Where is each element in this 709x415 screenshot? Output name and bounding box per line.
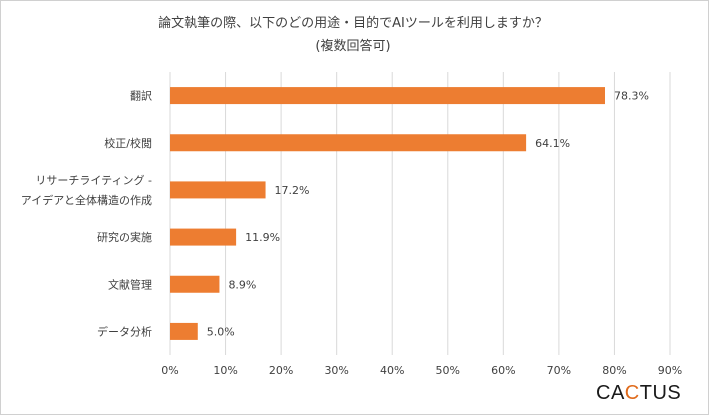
category-label-line: リサーチライティング -	[35, 173, 152, 187]
bar-1	[170, 134, 527, 152]
chart-subtitle: (複数回答可)	[315, 38, 390, 54]
category-label-line: 校正/校閲	[104, 136, 152, 150]
x-tick-label: 50%	[436, 364, 460, 377]
bar-3	[170, 228, 237, 246]
x-tick-label: 40%	[380, 364, 404, 377]
data-label: 11.9%	[245, 231, 280, 244]
category-label: 翻訳	[130, 89, 152, 103]
logo-text-accent: C	[624, 382, 640, 404]
category-label-line: データ分析	[97, 324, 152, 338]
bar-4	[170, 275, 220, 293]
bar-2	[170, 181, 266, 199]
x-tick-label: 60%	[491, 364, 515, 377]
category-label-line: 翻訳	[130, 89, 152, 103]
data-label: 5.0%	[207, 325, 235, 338]
cactus-logo: CACTUS	[596, 382, 692, 406]
category-label: 校正/校閲	[104, 136, 152, 150]
data-label: 78.3%	[614, 90, 649, 103]
category-label-line: 研究の実施	[97, 230, 152, 244]
category-label-line: アイデアと全体構造の作成	[21, 193, 152, 207]
data-label: 8.9%	[228, 278, 256, 291]
category-label: リサーチライティング - アイデアと全体構造の作成	[21, 173, 152, 207]
x-tick-label: 0%	[161, 364, 178, 377]
bar-0	[170, 87, 605, 105]
x-tick-label: 20%	[269, 364, 293, 377]
data-label: 64.1%	[535, 137, 570, 150]
x-tick-label: 10%	[213, 364, 237, 377]
x-tick-label: 80%	[602, 364, 626, 377]
logo-text-1: CA	[596, 382, 625, 404]
category-label: 研究の実施	[97, 230, 152, 244]
bar-5	[170, 322, 198, 340]
chart-title: 論文執筆の際、以下のどの用途・目的でAIツールを利用しますか？	[158, 15, 548, 31]
x-tick-label: 70%	[547, 364, 571, 377]
category-label-line: 文献管理	[108, 277, 152, 291]
x-tick-label: 30%	[324, 364, 348, 377]
category-label: 文献管理	[108, 277, 152, 291]
x-tick-label: 90%	[658, 364, 682, 377]
category-label: データ分析	[97, 324, 152, 338]
data-label: 17.2%	[275, 184, 310, 197]
logo-text-2: TUS	[639, 382, 682, 404]
